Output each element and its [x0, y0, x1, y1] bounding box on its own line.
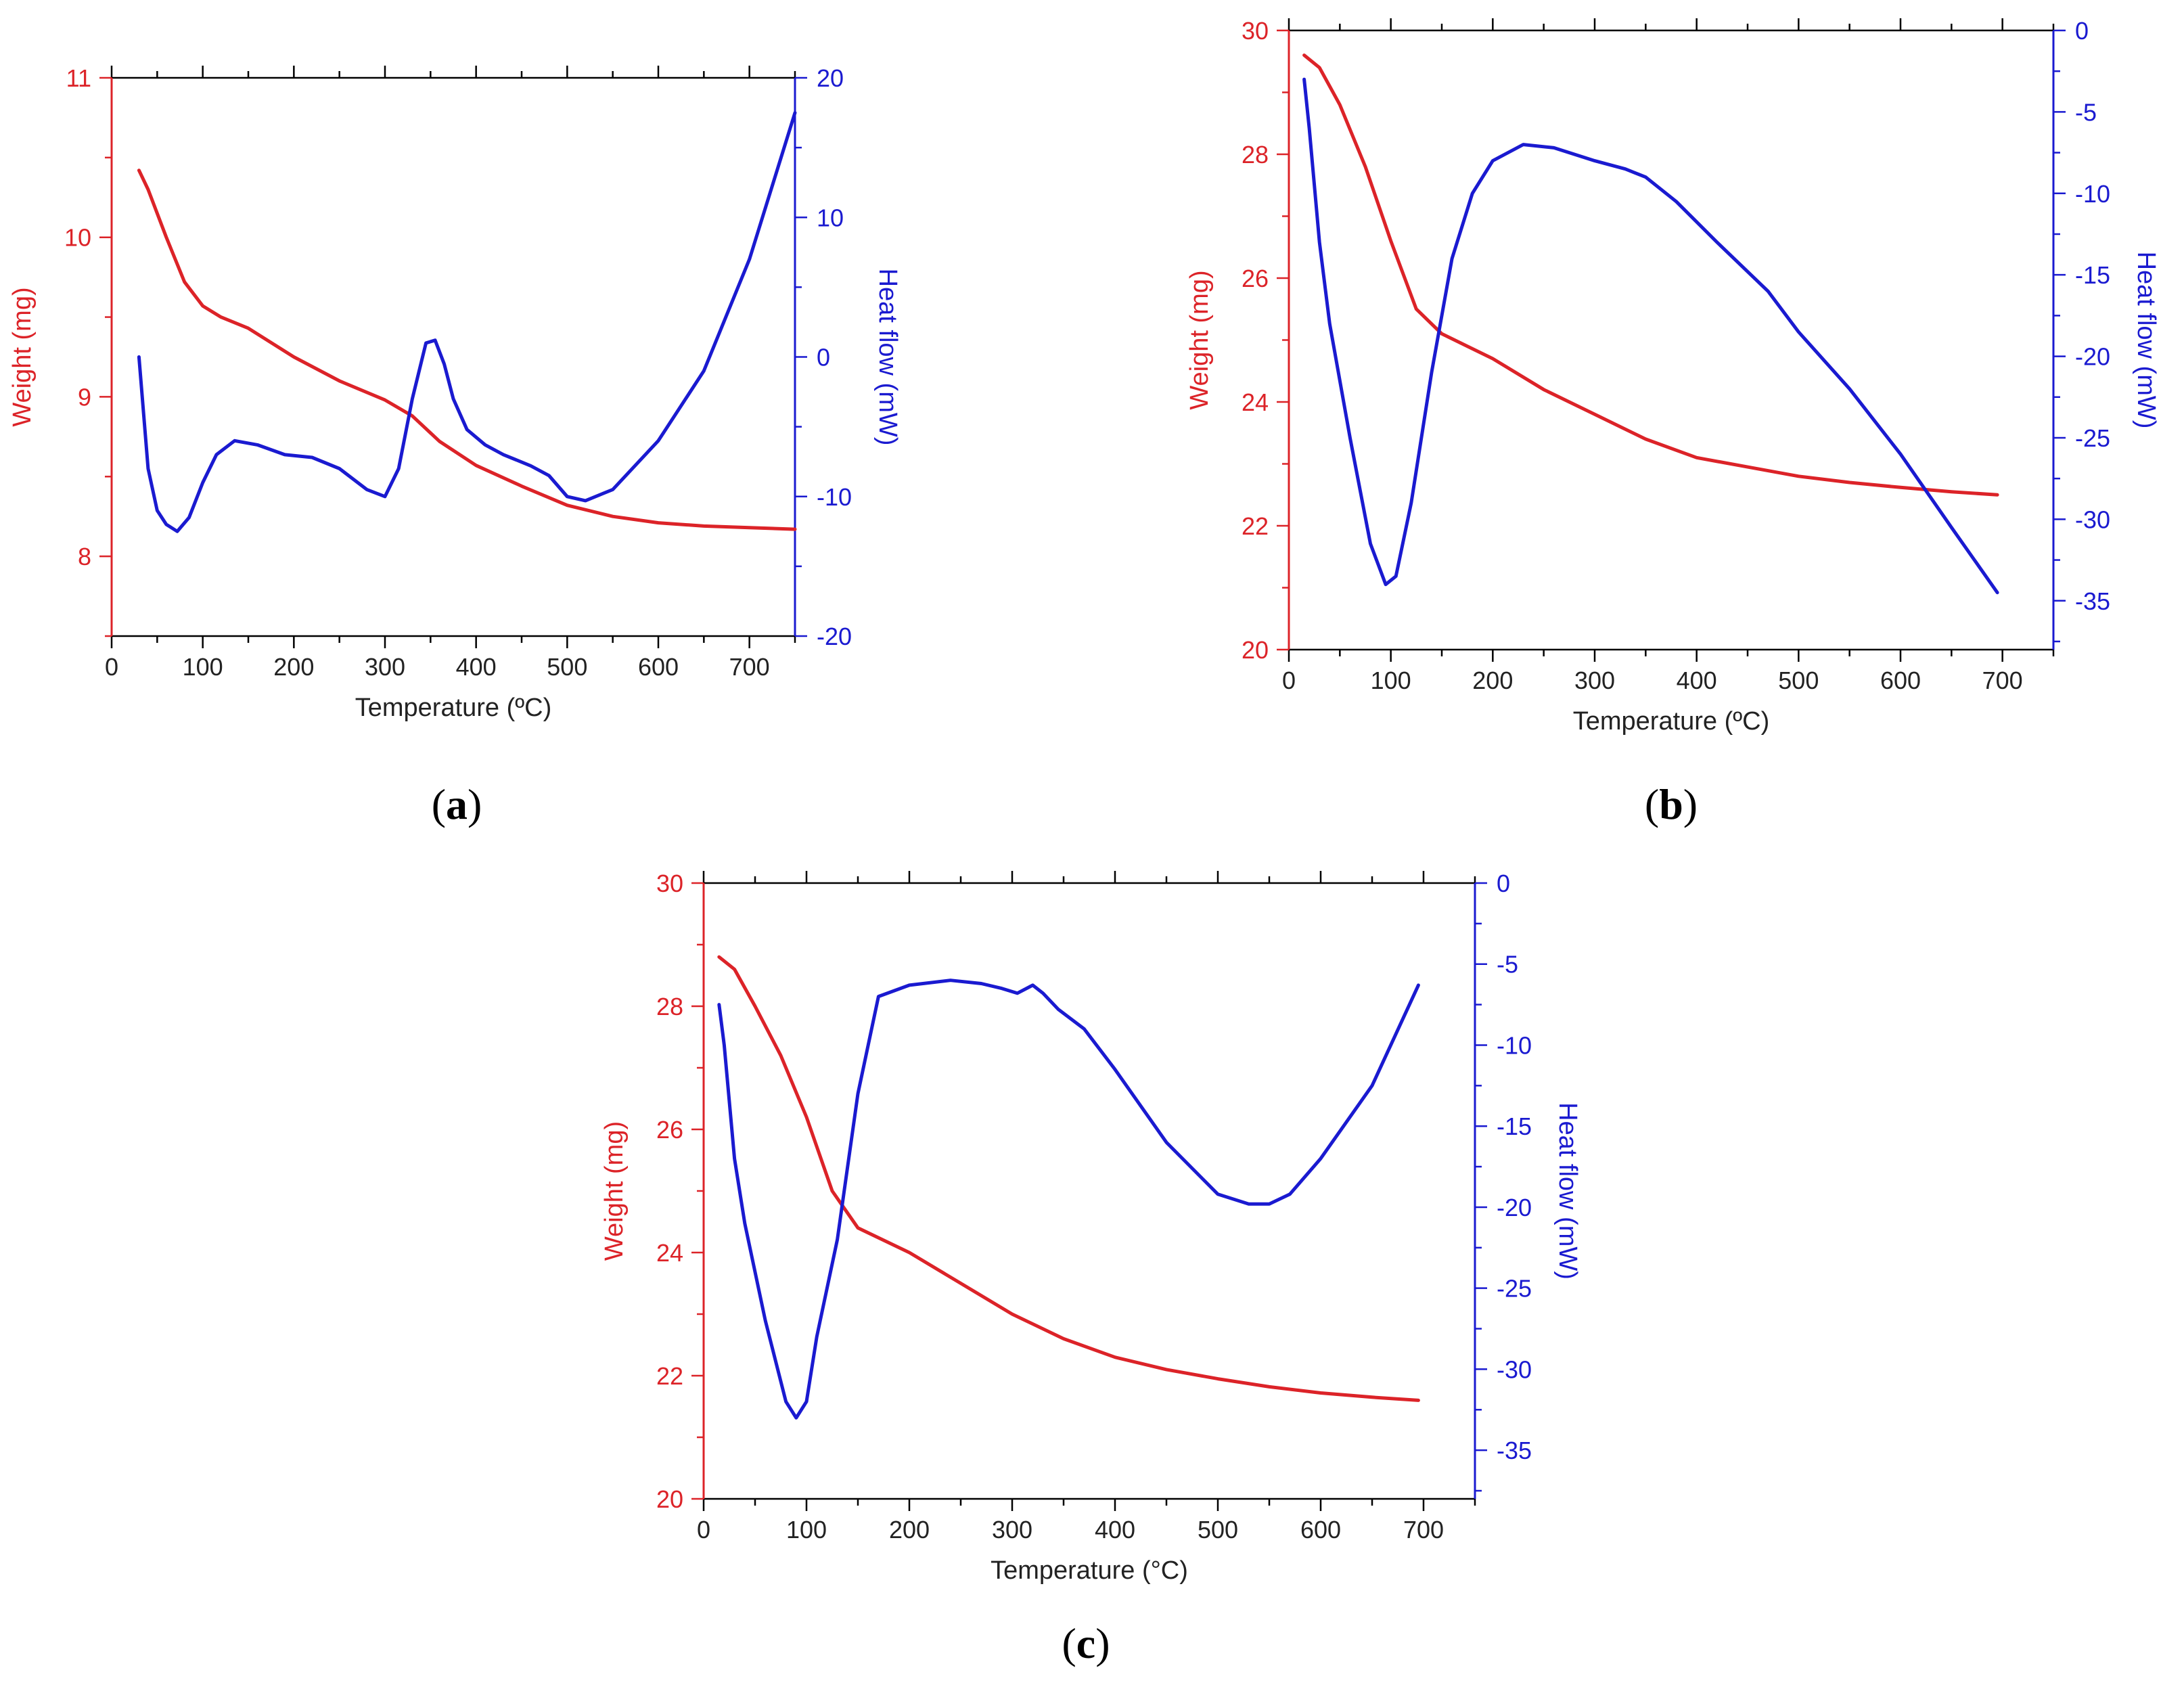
x-axis-title: Temperature (ºC) — [1573, 707, 1770, 736]
weight-series-line — [1302, 53, 1999, 497]
x-tick-label: 200 — [1472, 667, 1513, 694]
y-axis-title: Weight (mg) — [8, 287, 37, 426]
caption-close-paren: ) — [468, 780, 482, 828]
x-tick-label: 300 — [1574, 667, 1615, 694]
x-tick-label: 400 — [1095, 1516, 1135, 1544]
x-tick-label: 500 — [1778, 667, 1819, 694]
x-tick-label: 200 — [273, 653, 314, 681]
panel-caption: (b) — [1645, 780, 1698, 828]
y2-tick-label: 10 — [817, 204, 844, 231]
caption-open-paren: ( — [1062, 1619, 1076, 1667]
caption-letter: c — [1076, 1619, 1095, 1667]
y-tick-label: 22 — [656, 1362, 683, 1390]
heat-flow-series-line — [717, 978, 1420, 1420]
x-tick-label: 700 — [1982, 667, 2023, 694]
y-tick-label: 26 — [656, 1116, 683, 1144]
x-tick-label: 0 — [105, 653, 118, 681]
y2-tick-label: -25 — [1497, 1275, 1532, 1303]
y-tick-label: 28 — [656, 993, 683, 1020]
y-tick-label: 24 — [656, 1239, 683, 1267]
y-tick-label: 10 — [64, 224, 91, 252]
x-axis-title: Temperature (ºC) — [355, 694, 552, 722]
y-tick-label: 11 — [66, 64, 91, 92]
x-tick-label: 200 — [889, 1516, 930, 1544]
x-tick-label: 600 — [1300, 1516, 1341, 1544]
y2-axis-title: Heat flow (mW) — [2132, 252, 2160, 429]
x-tick-label: 700 — [729, 653, 770, 681]
y2-tick-label: -15 — [1497, 1112, 1532, 1140]
y2-tick-label: -20 — [2075, 343, 2110, 371]
y2-tick-label: -10 — [2075, 180, 2110, 208]
x-tick-label: 0 — [697, 1516, 710, 1544]
y2-tick-label: -5 — [2075, 98, 2097, 126]
panel-caption: (a) — [432, 780, 482, 828]
y2-tick-label: -30 — [1497, 1355, 1532, 1383]
caption-letter: b — [1659, 780, 1683, 828]
y2-tick-label: 0 — [2075, 17, 2089, 45]
y-tick-label: 30 — [656, 870, 683, 897]
y-tick-label: 8 — [78, 543, 91, 570]
y2-tick-label: -20 — [817, 623, 852, 650]
weight-series-line — [717, 955, 1420, 1402]
x-tick-label: 600 — [638, 653, 679, 681]
y-tick-label: 30 — [1242, 17, 1269, 45]
caption-open-paren: ( — [1645, 780, 1659, 828]
x-tick-label: 400 — [456, 653, 497, 681]
panel-caption: (c) — [1062, 1619, 1110, 1667]
x-tick-label: 100 — [183, 653, 223, 681]
y2-tick-label: 20 — [817, 64, 844, 92]
x-tick-label: 700 — [1403, 1516, 1444, 1544]
caption-close-paren: ) — [1095, 1619, 1110, 1667]
y2-tick-label: -20 — [1497, 1194, 1532, 1221]
heat-flow-series-line — [1302, 77, 1999, 595]
weight-series-line — [137, 168, 797, 531]
y2-tick-label: -15 — [2075, 261, 2110, 289]
y-tick-label: 28 — [1242, 141, 1269, 168]
x-axis-title: Temperature (°C) — [991, 1556, 1188, 1585]
caption-letter: a — [446, 780, 468, 828]
heat-flow-series-line — [137, 111, 797, 533]
x-tick-label: 0 — [1282, 667, 1296, 694]
y2-tick-label: -35 — [2075, 587, 2110, 615]
chart-panel-a: 0 100 200 300 400 500 600 700 8 9 10 11 -20 -10 0 10 20 T… — [8, 64, 902, 828]
x-tick-label: 100 — [786, 1516, 827, 1544]
y2-axis-title: Heat flow (mW) — [1553, 1102, 1582, 1280]
y2-axis-title: Heat flow (mW) — [873, 269, 902, 446]
caption-close-paren: ) — [1683, 780, 1698, 828]
y2-tick-label: -35 — [1497, 1437, 1532, 1464]
y-tick-label: 22 — [1242, 512, 1269, 540]
x-tick-label: 600 — [1880, 667, 1921, 694]
y2-tick-label: -10 — [817, 483, 852, 511]
x-tick-label: 300 — [365, 653, 405, 681]
caption-open-paren: ( — [432, 780, 446, 828]
x-tick-label: 500 — [547, 653, 587, 681]
y-axis-title: Weight (mg) — [600, 1121, 629, 1261]
y-tick-label: 20 — [1242, 636, 1269, 664]
x-tick-label: 300 — [992, 1516, 1032, 1544]
x-tick-label: 400 — [1677, 667, 1717, 694]
y-tick-label: 9 — [78, 383, 91, 411]
y-tick-label: 26 — [1242, 265, 1269, 292]
y-axis-title: Weight (mg) — [1185, 270, 1214, 409]
x-tick-label: 500 — [1198, 1516, 1238, 1544]
y2-tick-label: -5 — [1497, 951, 1518, 978]
y2-tick-label: 0 — [817, 344, 830, 371]
y2-tick-label: -30 — [2075, 505, 2110, 533]
y2-tick-label: -10 — [1497, 1031, 1532, 1059]
x-tick-label: 100 — [1371, 667, 1411, 694]
y-tick-label: 24 — [1242, 388, 1269, 416]
y2-tick-label: -25 — [2075, 424, 2110, 452]
y2-tick-label: 0 — [1497, 870, 1510, 897]
y-tick-label: 20 — [656, 1485, 683, 1513]
